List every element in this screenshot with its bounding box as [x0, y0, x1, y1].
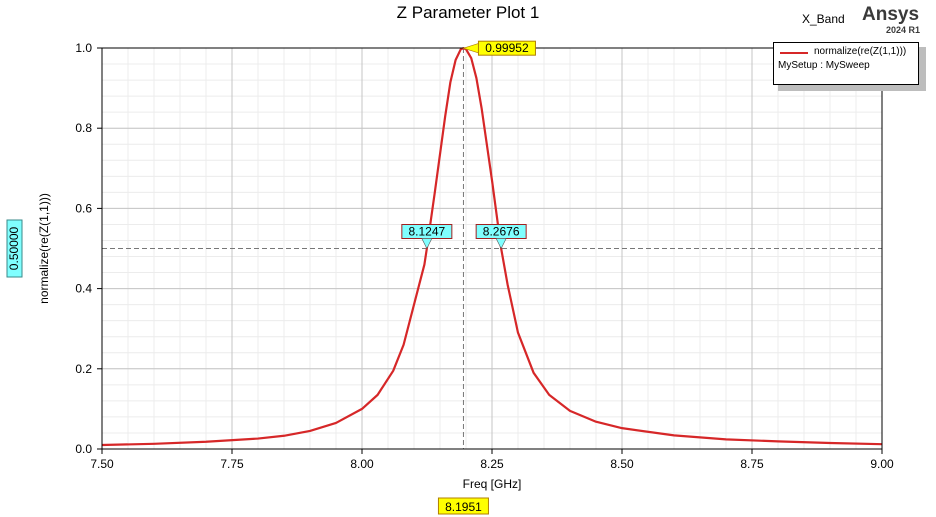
x-tick-label: 7.50	[90, 457, 114, 471]
y-readout-label: 0.50000	[7, 226, 21, 270]
design-name: X_Band	[802, 12, 845, 26]
legend-series-name: normalize(re(Z(1,1)))	[814, 46, 907, 57]
chart-title: Z Parameter Plot 1	[396, 3, 540, 22]
marker-right-pointer	[495, 238, 507, 250]
marker-peak: 0.99952	[462, 40, 536, 56]
marker-crosshair	[102, 48, 882, 449]
marker-peak-box	[477, 40, 536, 56]
y-tick-label: 0.2	[75, 362, 92, 376]
x-readout-box	[437, 497, 489, 515]
y-readout: 0.50000	[6, 219, 23, 278]
legend-setup: MySetup : MySweep	[778, 60, 870, 71]
y-tick-label: 0.8	[75, 121, 92, 135]
y-tick-label: 0.4	[75, 282, 92, 296]
marker-right-label: 8.2676	[483, 225, 520, 239]
marker-left: 8.1247	[401, 224, 453, 250]
x-tick-label: 7.75	[220, 457, 244, 471]
y-tick-label: 0.0	[75, 442, 92, 456]
x-tick-label: 8.00	[350, 457, 374, 471]
x-axis-ticks: 7.50 7.75 8.00 8.25 8.50 8.75 9.00	[90, 449, 894, 471]
x-tick-label: 8.50	[610, 457, 634, 471]
x-axis-label: Freq [GHz]	[463, 477, 522, 491]
x-readout-label: 8.1951	[445, 500, 482, 514]
marker-peak-label: 0.99952	[485, 41, 529, 55]
y-axis-label: normalize(re(Z(1,1)))	[37, 193, 51, 304]
marker-left-pointer	[421, 238, 433, 250]
marker-right: 8.2676	[475, 224, 527, 250]
legend-swatch	[780, 52, 808, 54]
legend-box[interactable]: normalize(re(Z(1,1))) MySetup : MySweep	[773, 42, 919, 85]
marker-flags: 8.1247 8.2676 0.99952 8.1951 0.50000	[6, 40, 536, 515]
x-tick-label: 8.75	[740, 457, 764, 471]
y-axis-ticks: 0.0 0.2 0.4 0.6 0.8 1.0	[75, 41, 102, 456]
version-label: 2024 R1	[886, 25, 921, 35]
x-tick-label: 9.00	[870, 457, 894, 471]
x-readout: 8.1951	[437, 497, 489, 515]
y-tick-label: 1.0	[75, 41, 92, 55]
marker-left-label: 8.1247	[408, 225, 445, 239]
brand-logo-text: Ansys	[862, 4, 920, 25]
y-readout-box	[6, 219, 23, 278]
x-tick-label: 8.25	[480, 457, 504, 471]
y-tick-label: 0.6	[75, 201, 92, 215]
